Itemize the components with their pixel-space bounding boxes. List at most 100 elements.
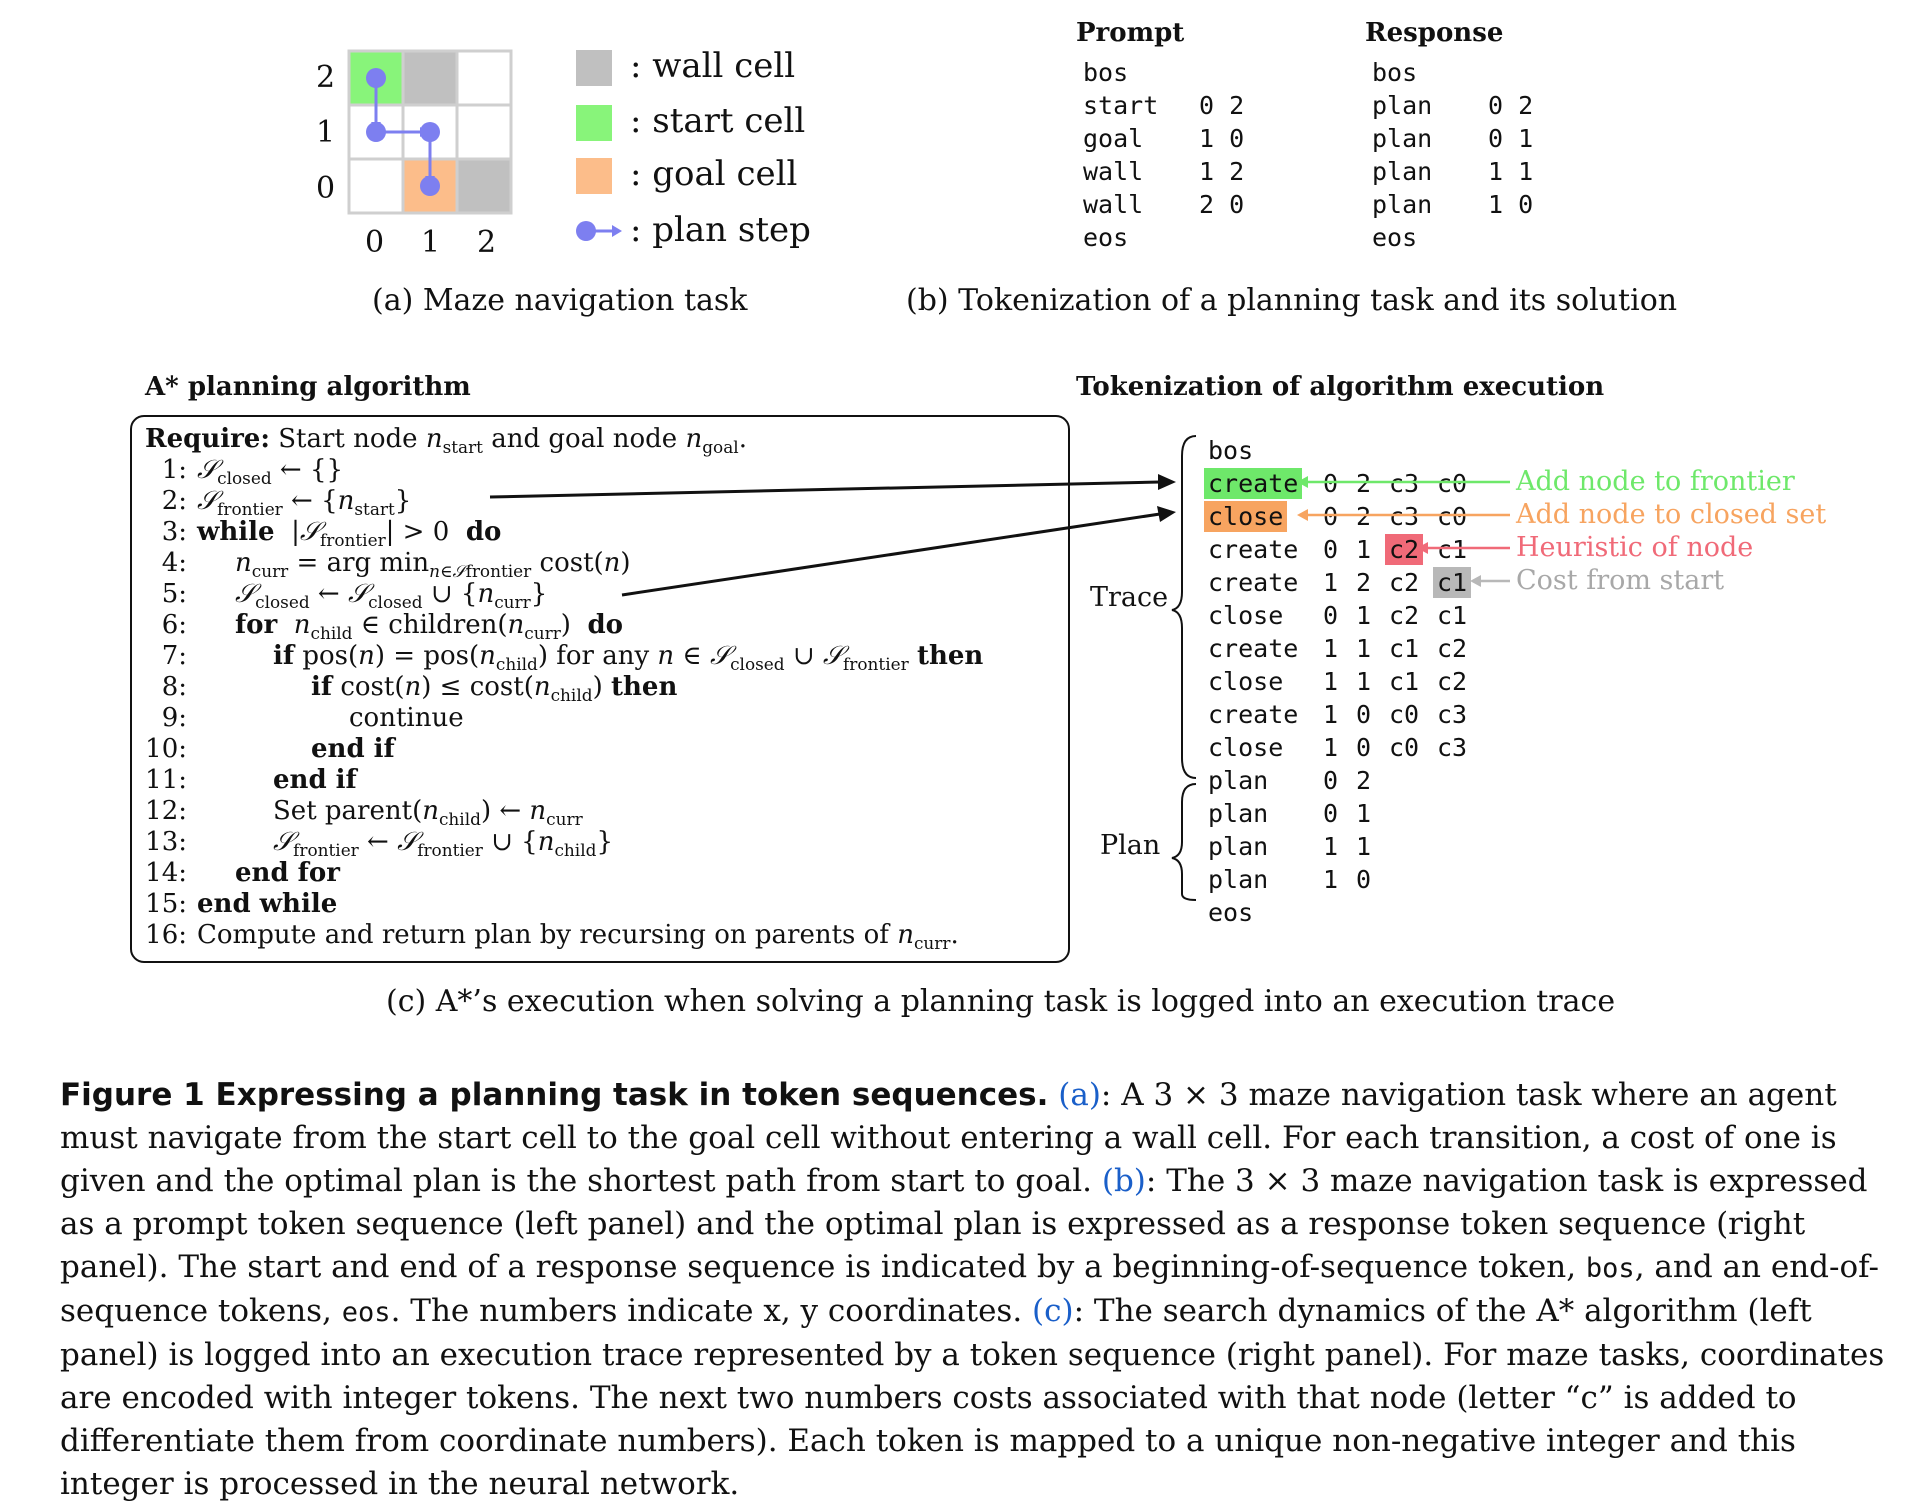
trace-token-cost: c1 — [1433, 567, 1472, 598]
x-label-2: 2 — [477, 225, 497, 260]
trace-token-cost: c0 — [1389, 700, 1420, 729]
algo-line-2: 2: 𝒮frontier ← {nstart} — [161, 486, 412, 520]
eos-token: eos — [341, 1297, 391, 1328]
response-row: plan 0 1 — [1372, 122, 1533, 155]
trace-token-cost: c3 — [1389, 502, 1420, 531]
trace-token-type: bos — [1208, 436, 1254, 465]
trace-token-type: create — [1208, 700, 1299, 729]
algo-line-7: 7: if pos(n) = pos(nchild) for any n ∈ 𝒮c… — [161, 641, 984, 675]
prompt-token-type: bos — [1083, 58, 1129, 87]
response-row: bos — [1372, 56, 1488, 89]
trace-token-type: create — [1208, 634, 1299, 663]
legend-start: : start cell — [630, 101, 806, 141]
response-row: eos — [1372, 221, 1488, 254]
caption-text-b3: . The numbers indicate x, y coordinates. — [390, 1293, 1033, 1329]
caption-text-a: : A 3 × 3 maze navigation task where an … — [60, 1077, 1837, 1199]
trace-token-cost: c2 — [1389, 601, 1420, 630]
y-label-0: 0 — [316, 171, 336, 206]
caption-text-b1: : The 3 × 3 maze navigation task is expr… — [60, 1163, 1868, 1285]
algo-line-4: 4: ncurr = arg minn∈𝒮frontier cost(n) — [161, 548, 631, 582]
trace-token-coord: 1 — [1323, 634, 1339, 663]
prompt-row: bos — [1083, 56, 1199, 89]
response-row: plan 1 1 — [1372, 155, 1533, 188]
trace-token-cost: c3 — [1437, 733, 1468, 762]
prompt-row: eos — [1083, 221, 1199, 254]
legend-wall: : wall cell — [630, 46, 796, 86]
require-line: Require: Start node nstart and goal node… — [145, 424, 747, 458]
annotation-frontier: Add node to frontier — [1516, 466, 1795, 497]
trace-token-coord: 0 — [1323, 601, 1339, 630]
start-swatch — [576, 105, 612, 141]
plan-token-type: plan — [1208, 865, 1269, 894]
trace-token-type: close — [1208, 733, 1284, 762]
response-token-type: plan — [1372, 91, 1433, 120]
connector-arrows — [489, 474, 1176, 597]
trace-token-coord: 0 — [1356, 733, 1372, 762]
trace-token-coord: 1 — [1356, 535, 1372, 564]
caption-text-c: : The search dynamics of the A* algorith… — [60, 1293, 1885, 1502]
response-token-type: plan — [1372, 190, 1433, 219]
prompt-row: start 0 2 — [1083, 89, 1244, 122]
trace-token-coord: 1 — [1323, 700, 1339, 729]
trace-token-type: close — [1208, 667, 1284, 696]
algo-line-16: 16: Compute and return plan by recursing … — [145, 920, 959, 954]
trace-token-cost: c3 — [1437, 700, 1468, 729]
prompt-token-type: wall — [1083, 157, 1144, 186]
trace-token-coord: 2 — [1356, 568, 1372, 597]
wall-cell-2-0 — [457, 159, 511, 213]
caption-a: (a) Maze navigation task — [372, 283, 748, 318]
prompt-token-type: eos — [1083, 223, 1129, 252]
response-title: Response — [1365, 18, 1504, 48]
trace-token-coord: 0 — [1323, 469, 1339, 498]
ref-c-link[interactable]: (c) — [1032, 1293, 1074, 1329]
annotation-closed: Add node to closed set — [1516, 499, 1827, 530]
trace-token-cost: c2 — [1437, 667, 1468, 696]
response-token-coords: 0 1 — [1488, 124, 1534, 153]
response-token-coords: 0 2 — [1488, 91, 1534, 120]
algo-line-1: 1: 𝒮closed ← {} — [161, 455, 344, 489]
maze-grid — [347, 49, 513, 215]
braces — [1171, 435, 1197, 901]
plan-step-icon — [576, 221, 622, 241]
trace-token-coord: 1 — [1356, 634, 1372, 663]
trace-token-coord: 2 — [1356, 502, 1372, 531]
prompt-token-coords: 1 2 — [1199, 157, 1245, 186]
annotation-arrows — [1297, 476, 1510, 587]
y-label-2: 2 — [316, 60, 336, 95]
trace-token-coord: 0 — [1323, 502, 1339, 531]
caption-c: (c) A*’s execution when solving a planni… — [386, 984, 1616, 1019]
trace-token-cost: c0 — [1389, 733, 1420, 762]
plan-token-coord: 1 — [1323, 865, 1339, 894]
response-token-type: eos — [1372, 223, 1418, 252]
wall-swatch — [576, 50, 612, 86]
ref-a-link[interactable]: (a) — [1058, 1077, 1101, 1113]
trace-token-cost: c2 — [1389, 568, 1420, 597]
response-row: plan 0 2 — [1372, 89, 1533, 122]
response-token-type: bos — [1372, 58, 1418, 87]
response-token-type: plan — [1372, 157, 1433, 186]
trace-token-coord: 0 — [1356, 700, 1372, 729]
plan-token-coord: 1 — [1356, 832, 1372, 861]
plan-token-coord: 1 — [1356, 799, 1372, 828]
trace-token-type: create — [1208, 568, 1299, 597]
trace-token-cost: c1 — [1437, 601, 1468, 630]
algo-line-12: 12: Set parent(nchild) ← ncurr — [145, 796, 583, 830]
legend-goal: : goal cell — [630, 154, 798, 194]
algo-line-8: 8: if cost(n) ≤ cost(nchild) then — [161, 672, 678, 706]
trace-token-cost: c0 — [1437, 502, 1468, 531]
caption-b: (b) Tokenization of a planning task and … — [906, 283, 1678, 318]
response-row: plan 1 0 — [1372, 188, 1533, 221]
algo-line-5: 5: 𝒮closed ← 𝒮closed ∪ {ncurr} — [161, 579, 548, 613]
trace-label: Trace — [1090, 582, 1169, 613]
plan-token-coord: 0 — [1356, 865, 1372, 894]
trace-token-coord: 2 — [1356, 469, 1372, 498]
bos-token: bos — [1585, 1253, 1635, 1284]
ref-b-link[interactable]: (b) — [1101, 1163, 1146, 1199]
goal-swatch — [576, 158, 612, 194]
prompt-token-type: goal — [1083, 124, 1144, 153]
x-label-1: 1 — [421, 225, 441, 260]
trace-token-coord: 0 — [1323, 535, 1339, 564]
trace-token-cost: c1 — [1389, 634, 1420, 663]
plan-token-coord: 0 — [1323, 766, 1339, 795]
algo-line-11: 11: end if — [145, 765, 357, 795]
